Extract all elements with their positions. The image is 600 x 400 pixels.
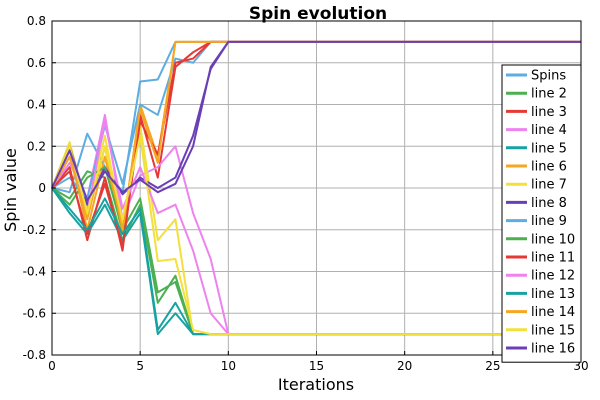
legend-label: line 2 — [531, 87, 567, 102]
legend-label: line 16 — [531, 342, 575, 357]
y-tick-label: 0.6 — [27, 56, 46, 70]
x-tick-label: 10 — [221, 359, 236, 373]
y-tick-label: -0.4 — [23, 265, 46, 279]
x-tick-label: 15 — [309, 359, 324, 373]
series-line-16 — [51, 40, 581, 202]
legend-label: line 6 — [531, 160, 567, 175]
x-tick-label: 5 — [136, 359, 144, 373]
y-tick-label: 0.8 — [27, 14, 46, 28]
legend-label: line 4 — [531, 123, 567, 138]
x-tick-label: 20 — [397, 359, 412, 373]
tick-layer: 0 5 10 15 20 25 30-0.8-0.6-0.4-0.200.20.40.60.… — [23, 14, 589, 373]
legend-label: line 9 — [531, 214, 567, 229]
legend-label: line 5 — [531, 141, 567, 156]
legend-label: line 11 — [531, 251, 575, 266]
y-tick-label: 0 — [38, 181, 46, 195]
y-tick-label: -0.8 — [23, 348, 46, 362]
legend-label: line 14 — [531, 305, 575, 320]
x-tick-label: 0 — [48, 359, 56, 373]
y-tick-label: 0.2 — [27, 139, 46, 153]
y-axis-label: Spin value — [1, 148, 20, 232]
legend-label: line 15 — [531, 323, 575, 338]
legend-label: Spins — [531, 69, 566, 84]
y-tick-label: -0.6 — [23, 306, 46, 320]
legend: Spins line 2 line 3 line 4 line 5 line 6 line … — [501, 64, 582, 363]
legend-label: line 10 — [531, 232, 575, 247]
legend-label: line 12 — [531, 269, 575, 284]
legend-label: line 13 — [531, 287, 575, 302]
legend-label: line 7 — [531, 178, 567, 193]
y-tick-label: -0.2 — [23, 223, 46, 237]
y-tick-label: 0.4 — [27, 98, 46, 112]
legend-label: line 8 — [531, 196, 567, 211]
chart-title: Spin evolution — [249, 4, 387, 24]
series-line-15 — [51, 134, 581, 336]
series-layer — [51, 40, 581, 336]
x-tick-label: 25 — [485, 359, 500, 373]
x-axis-label: Iterations — [278, 375, 354, 394]
legend-label: line 3 — [531, 105, 567, 120]
